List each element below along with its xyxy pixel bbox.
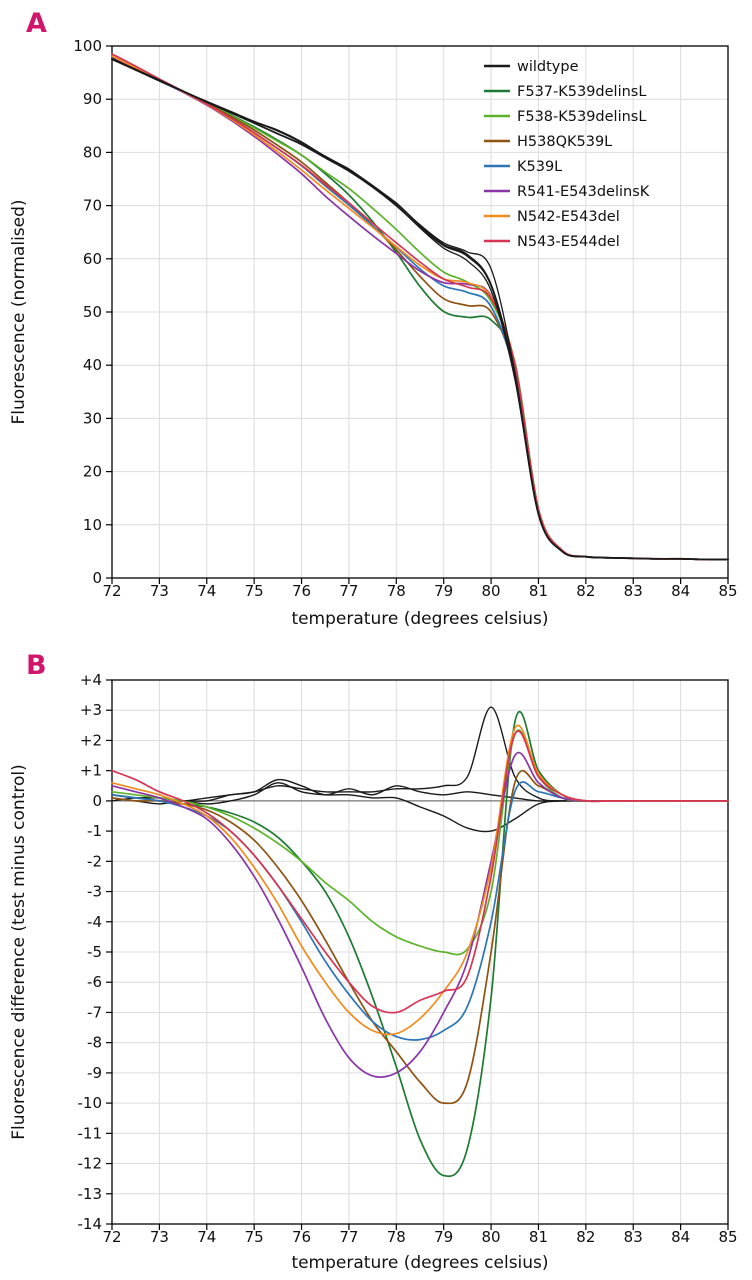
panel-b-plot-area: 72 73 74 75 76 77 78 79 80 81 82 83 84 85 -14 -13 -12 -11… — [78, 671, 738, 1246]
y-tick-label: +1 — [80, 762, 102, 780]
x-tick-label: 84 — [671, 1228, 690, 1246]
series-line-N543-E544del — [111, 53, 729, 561]
y-tick-label: -13 — [78, 1185, 103, 1203]
wildtype-replicate-line — [111, 58, 729, 561]
x-tick-label: 76 — [292, 1228, 311, 1246]
x-tick-label: 76 — [292, 582, 311, 600]
panel-b-y-axis-title: Fluorescence difference (test minus cont… — [9, 764, 29, 1139]
difference-line-N542-E543del — [111, 724, 729, 1036]
y-tick-label: +2 — [80, 731, 102, 749]
y-tick-label: -1 — [87, 822, 102, 840]
melt-curve-plot: 72 73 74 75 76 77 78 79 80 81 82 83 84 85 0 10 20 30 40 50 6… — [9, 37, 738, 629]
y-tick-label: -12 — [78, 1155, 103, 1173]
wildtype-replicate-line — [111, 58, 729, 561]
y-tick-label: 40 — [83, 356, 102, 374]
y-tick-label: 60 — [83, 250, 102, 268]
x-tick-label: 82 — [576, 1228, 595, 1246]
y-tick-label: -11 — [78, 1124, 103, 1142]
legend-label: F538-K539delinsL — [517, 109, 646, 125]
x-tick-label: 80 — [482, 1228, 501, 1246]
control-line-wildtype-replicate — [111, 706, 729, 802]
y-tick-label: 30 — [83, 409, 102, 427]
legend-label: N543-E544del — [517, 234, 620, 250]
y-tick-label: -7 — [87, 1003, 102, 1021]
legend-label: wildtype — [517, 59, 579, 75]
x-tick-label: 85 — [718, 1228, 737, 1246]
difference-line-F537-K539delinsL — [111, 711, 729, 1178]
y-tick-label: -9 — [87, 1064, 102, 1082]
x-tick-label: 84 — [671, 582, 690, 600]
panel-b-x-axis-title: temperature (degrees celsius) — [291, 1253, 548, 1273]
series-line-F537-K539delinsL — [111, 57, 729, 561]
y-tick-label: -5 — [87, 943, 102, 961]
x-tick-label: 78 — [387, 1228, 406, 1246]
x-tick-label: 74 — [197, 582, 216, 600]
panel-a-plot-area: 72 73 74 75 76 77 78 79 80 81 82 83 84 85 0 10 20 30 40 50 6… — [73, 37, 737, 600]
panel-a-x-axis-title: temperature (degrees celsius) — [291, 609, 548, 629]
y-tick-label: -6 — [87, 973, 102, 991]
x-tick-label: 78 — [387, 582, 406, 600]
difference-curve-plot: 72 73 74 75 76 77 78 79 80 81 82 83 84 85 -14 -13 -12 -11… — [9, 671, 738, 1273]
y-tick-label: -4 — [87, 913, 102, 931]
series-line-K539L — [111, 57, 729, 561]
y-tick-label: -3 — [87, 883, 102, 901]
legend-label: R541-E543delinsK — [517, 184, 650, 200]
y-tick-label: -10 — [78, 1094, 103, 1112]
wildtype-replicate-line — [111, 57, 729, 561]
y-tick-label: 20 — [83, 463, 102, 481]
x-tick-label: 79 — [434, 582, 453, 600]
x-tick-label: 72 — [102, 582, 121, 600]
legend-label: K539L — [517, 159, 562, 175]
panel-a-label: A — [26, 8, 47, 39]
x-tick-label: 75 — [245, 582, 264, 600]
legend-label: N542-E543del — [517, 209, 620, 225]
x-tick-label: 73 — [150, 1228, 169, 1246]
y-tick-label: -8 — [87, 1034, 102, 1052]
y-tick-label: +4 — [80, 671, 102, 689]
y-tick-label: -14 — [78, 1215, 103, 1233]
panel-b-label: B — [26, 650, 47, 681]
x-tick-label: 81 — [529, 1228, 548, 1246]
x-tick-label: 74 — [197, 1228, 216, 1246]
panel-a-y-axis-title: Fluorescence (normalised) — [9, 199, 29, 424]
legend-label: H538QK539L — [517, 134, 612, 150]
x-tick-label: 83 — [624, 1228, 643, 1246]
x-tick-label: 75 — [245, 1228, 264, 1246]
x-tick-label: 72 — [102, 1228, 121, 1246]
difference-line-H538QK539L — [111, 769, 729, 1105]
series-line-F538-K539delinsL — [111, 56, 729, 561]
series-line-wildtype — [111, 58, 729, 561]
y-tick-label: 0 — [92, 569, 102, 587]
y-tick-label: +3 — [80, 701, 102, 719]
series-line-R541-E543delinsK — [111, 55, 729, 561]
x-tick-label: 77 — [339, 582, 358, 600]
x-tick-label: 81 — [529, 582, 548, 600]
y-tick-label: 0 — [92, 792, 102, 810]
series-line-H538QK539L — [111, 57, 729, 561]
y-tick-label: 90 — [83, 90, 102, 108]
y-tick-label: 50 — [83, 303, 102, 321]
y-tick-label: 10 — [83, 516, 102, 534]
y-tick-label: 80 — [83, 143, 102, 161]
legend-label: F537-K539delinsL — [517, 84, 646, 100]
x-tick-label: 79 — [434, 1228, 453, 1246]
legend: wildtype F537-K539delinsL F538-K539delinsL… — [484, 59, 650, 250]
y-tick-label: 100 — [73, 37, 102, 55]
x-tick-label: 83 — [624, 582, 643, 600]
x-tick-label: 73 — [150, 582, 169, 600]
x-tick-label: 85 — [718, 582, 737, 600]
y-tick-label: 70 — [83, 197, 102, 215]
difference-line-N543-E544del — [111, 730, 729, 1014]
difference-line-F538-K539delinsL — [111, 729, 729, 956]
x-tick-label: 82 — [576, 582, 595, 600]
y-tick-label: -2 — [87, 852, 102, 870]
x-tick-label: 80 — [482, 582, 501, 600]
series-line-N542-E543del — [111, 55, 729, 561]
x-tick-label: 77 — [339, 1228, 358, 1246]
